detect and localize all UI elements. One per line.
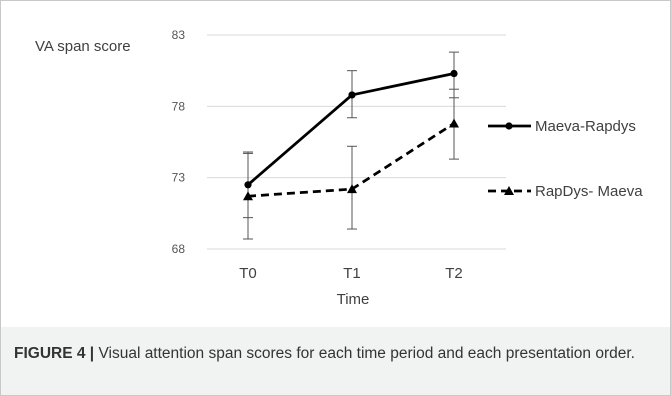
caption-area: FIGURE 4 | Visual attention span scores … [1,327,670,395]
line-chart: VA span score 68 73 78 83 T0 T1 T2 Time Maeva… [35,28,643,308]
legend-marker [504,186,514,195]
data-point [347,184,357,194]
y-tick-label: 83 [172,28,186,42]
x-tick-label: T1 [343,265,361,282]
x-tick-labels: T0 T1 T2 [239,265,463,282]
x-axis-title: Time [337,291,370,308]
figure-label: FIGURE 4 | [14,345,95,362]
data-point [348,91,356,99]
y-tick-label: 68 [172,242,186,256]
legend-label: RapDys- Maeva [535,183,643,200]
x-tick-label: T0 [239,265,257,282]
x-tick-label: T2 [445,265,463,282]
data-point [244,181,252,189]
y-axis-title: VA span score [35,38,131,55]
figure-caption: FIGURE 4 | Visual attention span scores … [14,343,654,364]
legend-label: Maeva-Rapdys [535,118,636,135]
gridlines [207,34,506,250]
y-tick-labels: 68 73 78 83 [172,28,186,256]
series-line [247,72,455,186]
y-tick-label: 73 [172,171,186,185]
data-point [450,69,458,78]
data-point [449,118,459,128]
data-point [243,191,253,201]
y-tick-label: 78 [172,99,186,113]
series-markers [243,69,459,201]
legend: Maeva-Rapdys RapDys- Maeva [488,118,643,200]
legend-marker [505,122,513,130]
caption-text: Visual attention span scores for each ti… [94,345,635,362]
